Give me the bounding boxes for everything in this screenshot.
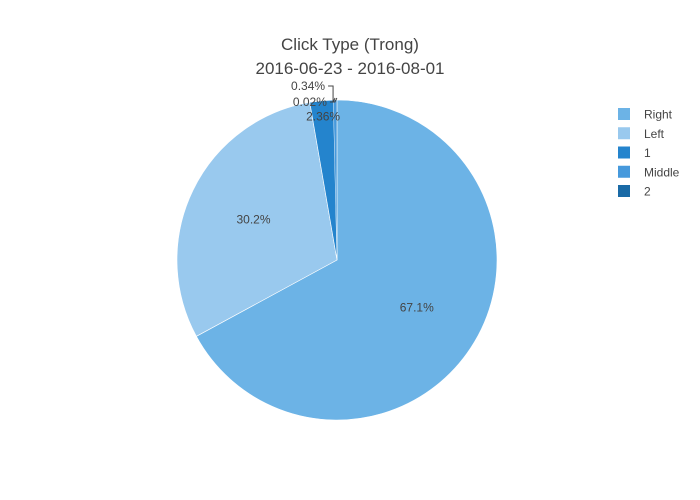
slice-label-right: 67.1% xyxy=(400,300,434,314)
legend-label-middle: Middle xyxy=(644,165,680,179)
leader-line-middle xyxy=(328,85,336,103)
legend-swatch-right xyxy=(618,108,630,120)
legend-label-left: Left xyxy=(644,127,665,141)
leader-line-2 xyxy=(329,97,338,103)
pie-slice-left xyxy=(176,101,338,337)
pie-slices xyxy=(176,99,498,421)
legend-item-left[interactable]: Left xyxy=(618,127,665,141)
legend-swatch-middle xyxy=(618,165,630,178)
legend-label-right: Right xyxy=(644,108,673,122)
slice-label-2: 0.02% xyxy=(293,95,327,109)
legend-item-right[interactable]: Right xyxy=(618,108,673,122)
legend-item-1[interactable]: 1 xyxy=(618,146,651,160)
legend-label-1: 1 xyxy=(644,146,651,160)
legend-item-2[interactable]: 2 xyxy=(618,185,651,199)
slice-label-left: 30.2% xyxy=(236,213,270,227)
slice-labels: 67.1% 30.2% 2.36% 0.34% 0.02% xyxy=(236,79,434,314)
legend-swatch-left xyxy=(618,127,630,140)
legend: Right Left 1 Middle 2 xyxy=(618,108,680,199)
slice-label-1: 2.36% xyxy=(306,110,340,124)
legend-swatch-2 xyxy=(618,185,630,197)
legend-swatch-1 xyxy=(618,146,630,159)
legend-item-middle[interactable]: Middle xyxy=(618,165,680,179)
pie-slice-right xyxy=(195,99,498,421)
chart-subtitle: 2016-06-23 - 2016-08-01 xyxy=(255,59,444,78)
slice-label-middle: 0.34% xyxy=(291,79,325,93)
chart-title: Click Type (Trong) xyxy=(281,35,419,54)
legend-label-2: 2 xyxy=(644,185,651,199)
